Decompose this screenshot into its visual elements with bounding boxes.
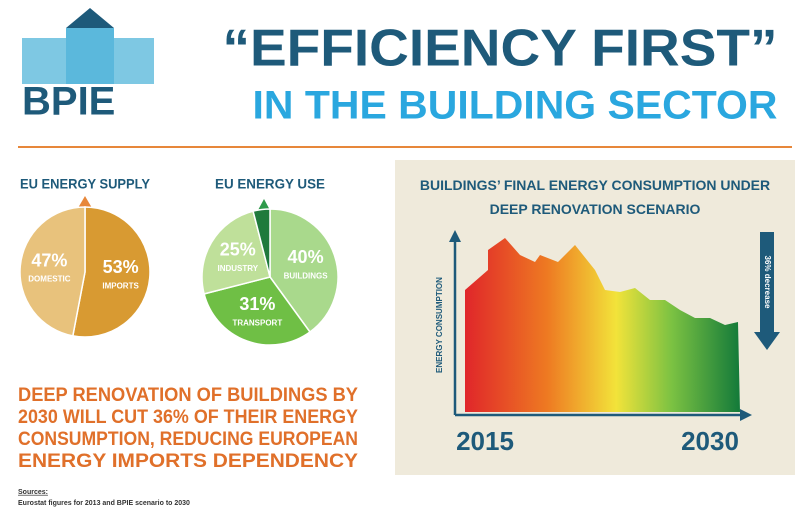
- pie-value-label: 25%: [220, 240, 256, 260]
- subtitle: IN THE BUILDING SECTOR: [253, 84, 778, 128]
- pie-category-label: TRANSPORT: [232, 318, 282, 327]
- logo: [22, 8, 154, 84]
- title: “EFFICIENCY FIRST”: [223, 20, 778, 78]
- message-line: DEEP RENOVATION OF BUILDINGS BY: [18, 385, 358, 406]
- pie-category-label: DOMESTIC: [28, 275, 70, 284]
- logo-text: BPIE: [22, 80, 115, 124]
- message-line: 2030 WILL CUT 36% OF THEIR ENERGY: [18, 407, 358, 428]
- infographic: BPIE “EFFICIENCY FIRST” IN THE BUILDING …: [0, 0, 800, 512]
- pie-value-label: 31%: [239, 294, 275, 314]
- pie-title: EU ENERGY USE: [215, 176, 325, 192]
- pie-category-label: IMPORTS: [102, 281, 139, 290]
- pointer: [78, 196, 92, 208]
- sources-label: Sources:: [18, 489, 48, 496]
- message-line: ENERGY IMPORTS DEPENDENCY: [18, 451, 358, 472]
- message-line: CONSUMPTION, REDUCING EUROPEAN: [18, 429, 358, 450]
- pie-category-label: INDUSTRY: [218, 264, 259, 273]
- y-axis-label: ENERGY CONSUMPTION: [435, 277, 444, 373]
- pie-value-label: 53%: [103, 257, 139, 277]
- x-tick-label: 2030: [681, 426, 739, 456]
- x-tick-label: 2015: [456, 426, 514, 456]
- sources-text: Eurostat figures for 2013 and BPIE scena…: [18, 500, 190, 507]
- pie-value-label: 40%: [288, 247, 324, 267]
- pie-title: EU ENERGY SUPPLY: [20, 176, 151, 192]
- pie-category-label: BUILDINGS: [284, 272, 329, 281]
- pie-slice: [20, 207, 85, 336]
- pie-value-label: 47%: [31, 250, 67, 270]
- annotation: 36% decrease: [763, 256, 772, 309]
